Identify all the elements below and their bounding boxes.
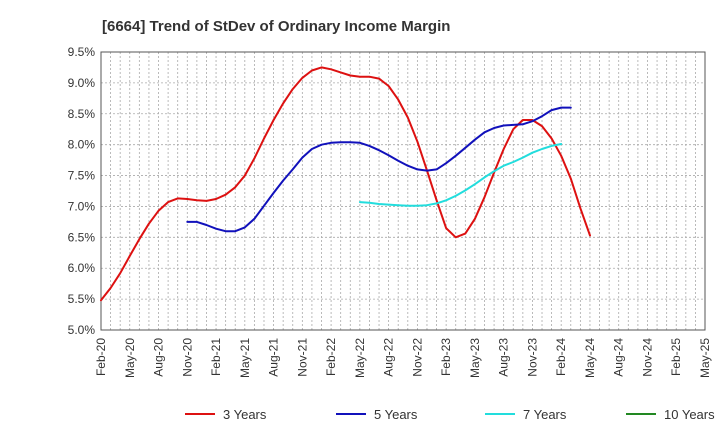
x-tick-label: May-24 [583, 338, 597, 378]
x-tick-label: Feb-24 [554, 338, 568, 376]
x-tick-label: Feb-22 [324, 338, 338, 376]
x-tick-label: Nov-23 [525, 338, 539, 377]
x-tick-label: May-21 [238, 338, 252, 378]
plot-background [101, 52, 705, 330]
x-tick-label: Aug-20 [152, 338, 166, 377]
x-tick-label: Nov-22 [410, 338, 424, 377]
x-tick-label: May-22 [353, 338, 367, 378]
legend: 3 Years 5 Years 7 Years 10 Years [185, 407, 715, 422]
y-tick-label: 7.0% [68, 199, 96, 213]
series-line-1 [186, 106, 572, 233]
legend-label-1: 5 Years [374, 407, 418, 422]
y-tick-label: 9.0% [68, 76, 96, 90]
x-tick-label: Aug-23 [497, 338, 511, 377]
series-line-2 [358, 143, 563, 207]
x-tick-label: Nov-24 [640, 338, 654, 377]
x-tick-label: Feb-20 [94, 338, 108, 376]
y-tick-label: 5.0% [68, 323, 96, 337]
legend-label-3: 10 Years [664, 407, 715, 422]
x-tick-label: Feb-25 [669, 338, 683, 376]
plot-area: 5.0% 5.5% 6.0% 6.5% 7.0% 7.5% 8.0% 8.5% 9.0% 9.5%… [68, 45, 712, 378]
legend-label-0: 3 Years [223, 407, 267, 422]
x-tick-label: May-20 [123, 338, 137, 378]
y-tick-label: 9.5% [68, 45, 96, 59]
x-tick-label: Aug-22 [382, 338, 396, 377]
x-tick-label: Aug-21 [267, 338, 281, 377]
y-tick-label: 6.0% [68, 261, 96, 275]
x-tick-label: Nov-20 [180, 338, 194, 377]
x-tick-label: Feb-23 [439, 338, 453, 376]
chart-title: [6664] Trend of StDev of Ordinary Income… [102, 18, 450, 35]
x-tick-label: Feb-21 [209, 338, 223, 376]
y-tick-label: 6.5% [68, 230, 96, 244]
x-tick-label: Aug-24 [612, 338, 626, 377]
y-tick-label: 8.5% [68, 107, 96, 121]
y-tick-label: 7.5% [68, 169, 96, 183]
series-line-0 [100, 66, 591, 302]
y-tick-label: 8.0% [68, 138, 96, 152]
x-tick-label: Nov-21 [295, 338, 309, 377]
x-tick-label: May-25 [698, 338, 712, 378]
plot-border [100, 51, 706, 331]
y-tick-label: 5.5% [68, 292, 96, 306]
x-tick-label: May-23 [468, 338, 482, 378]
legend-label-2: 7 Years [523, 407, 567, 422]
